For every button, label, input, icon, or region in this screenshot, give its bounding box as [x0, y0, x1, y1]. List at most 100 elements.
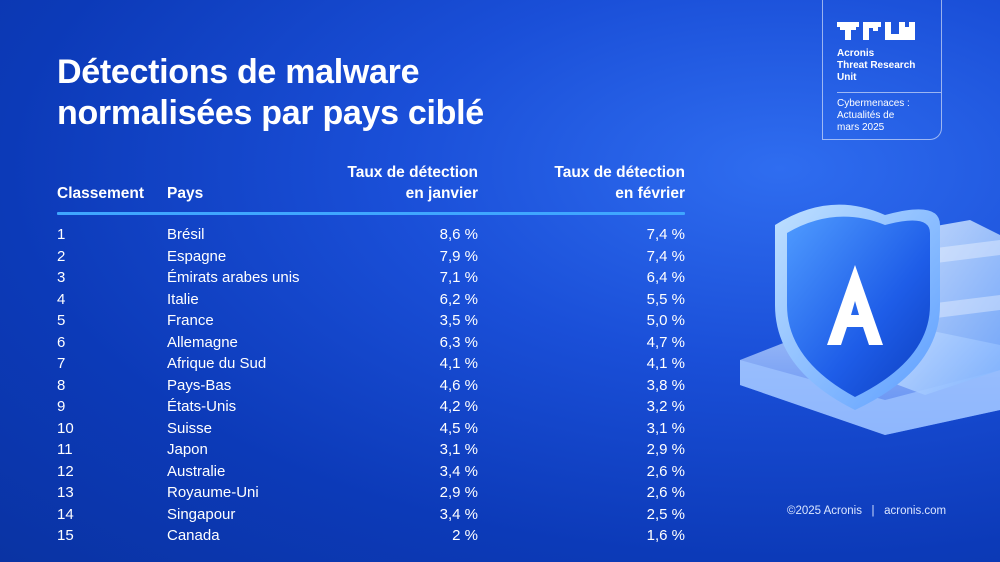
cell-rank: 6	[57, 333, 66, 351]
table-row: 5 France 3,5 % 5,0 %	[57, 310, 685, 332]
table-header: Classement Pays Taux de détection en jan…	[57, 160, 685, 212]
table-row: 12 Australie 3,4 % 2,6 %	[57, 461, 685, 483]
table-row: 3 Émirats arabes unis 7,1 % 6,4 %	[57, 267, 685, 289]
report-line-2: Actualités de	[837, 110, 895, 121]
table-row: 10 Suisse 4,5 % 3,1 %	[57, 418, 685, 440]
cell-february: 7,4 %	[646, 226, 685, 243]
org-line-3: Unit	[837, 72, 857, 83]
cell-rank: 3	[57, 269, 66, 286]
cell-january: 8,6 %	[439, 226, 478, 243]
cell-february: 4,1 %	[646, 355, 685, 372]
header-january-line-2: en janvier	[405, 185, 478, 202]
cell-february: 7,4 %	[646, 247, 685, 265]
cell-january: 4,6 %	[439, 376, 478, 394]
badge-divider	[837, 92, 941, 93]
header-january: Taux de détection en janvier	[347, 162, 478, 204]
cell-rank: 8	[57, 376, 66, 394]
cell-january: 4,1 %	[439, 355, 478, 372]
title-line-2: normalisées par pays ciblé	[57, 94, 484, 132]
cell-january: 4,5 %	[439, 419, 478, 437]
cell-january: 2,9 %	[439, 484, 478, 501]
title-line-1: Détections de malware	[57, 53, 420, 91]
cell-country: Pays-Bas	[167, 376, 232, 394]
cell-rank: 4	[57, 290, 66, 308]
cell-country: Émirats arabes unis	[167, 269, 300, 286]
cell-january: 3,4 %	[439, 462, 478, 480]
cell-country: Espagne	[167, 247, 227, 265]
table-row: 7 Afrique du Sud 4,1 % 4,1 %	[57, 353, 685, 375]
cell-country: Brésil	[167, 226, 205, 243]
cell-january: 7,1 %	[439, 269, 478, 286]
cell-rank: 5	[57, 312, 66, 329]
cell-january: 3,4 %	[439, 505, 478, 523]
cell-country: Afrique du Sud	[167, 355, 267, 372]
header-february: Taux de détection en février	[554, 162, 685, 204]
cell-january: 3,5 %	[439, 312, 478, 329]
table-row: 14 Singapour 3,4 % 2,5 %	[57, 504, 685, 526]
cell-country: États-Unis	[167, 398, 237, 415]
cell-february: 1,6 %	[646, 527, 685, 544]
cell-january: 6,2 %	[439, 290, 478, 308]
cell-january: 4,2 %	[439, 398, 478, 415]
cell-rank: 10	[57, 419, 74, 437]
cell-rank: 2	[57, 247, 66, 265]
cell-rank: 11	[57, 441, 73, 458]
cell-february: 5,0 %	[646, 312, 685, 329]
table-row: 1 Brésil 8,6 % 7,4 %	[57, 224, 685, 246]
tru-badge: Acronis Threat Research Unit Cybermenace…	[822, 0, 942, 140]
cell-january: 2 %	[452, 527, 478, 544]
page-title: Détections de malware normalisées par pa…	[57, 52, 577, 134]
cell-country: Allemagne	[167, 333, 238, 351]
cell-country: France	[167, 312, 214, 329]
header-country: Pays	[167, 185, 204, 202]
cell-rank: 7	[57, 355, 66, 372]
cell-rank: 15	[57, 527, 74, 544]
cell-country: Suisse	[167, 419, 213, 437]
org-line-1: Acronis	[837, 48, 875, 59]
cell-february: 2,6 %	[646, 484, 685, 501]
cell-country: Singapour	[167, 505, 236, 523]
table-row: 4 Italie 6,2 % 5,5 %	[57, 289, 685, 311]
cell-country: Italie	[167, 290, 199, 308]
cell-february: 2,6 %	[646, 462, 685, 480]
header-january-line-1: Taux de détection	[347, 164, 478, 181]
cell-february: 6,4 %	[646, 269, 685, 286]
table-row: 15 Canada 2 % 1,6 %	[57, 525, 685, 547]
header-rank: Classement	[57, 185, 145, 202]
header-february-line-2: en février	[615, 185, 685, 202]
org-line-2: Threat Research	[837, 60, 916, 71]
table-row: 9 États-Unis 4,2 % 3,2 %	[57, 396, 685, 418]
cell-february: 5,5 %	[646, 290, 685, 308]
footer-copyright: ©2025 Acronis | acronis.com	[787, 505, 947, 517]
cell-february: 3,1 %	[646, 419, 685, 437]
org-name: Acronis Threat Research Unit	[837, 48, 915, 84]
cell-february: 3,8 %	[646, 376, 685, 394]
table-body: 1 Brésil 8,6 % 7,4 % 2 Espagne 7,9 % 7,4 % 3 Émir…	[57, 224, 685, 547]
cell-rank: 1	[57, 226, 66, 243]
table-row: 8 Pays-Bas 4,6 % 3,8 %	[57, 375, 685, 397]
table-row: 6 Allemagne 6,3 % 4,7 %	[57, 332, 685, 354]
cell-country: Royaume-Uni	[167, 484, 259, 501]
header-february-line-1: Taux de détection	[554, 164, 685, 181]
report-name: Cybermenaces : Actualités de mars 2025	[837, 98, 910, 134]
tru-logo-icon	[837, 22, 915, 45]
table-row: 2 Espagne 7,9 % 7,4 %	[57, 246, 685, 268]
acronis-shield-icon: A	[735, 195, 1000, 440]
cell-country: Japon	[167, 441, 208, 458]
cell-rank: 9	[57, 398, 66, 415]
header-divider	[57, 212, 685, 215]
cell-january: 6,3 %	[439, 333, 478, 351]
cell-country: Australie	[167, 462, 226, 480]
cell-rank: 12	[57, 462, 74, 480]
detection-table: Classement Pays Taux de détection en jan…	[57, 160, 685, 547]
cell-rank: 14	[57, 505, 74, 523]
cell-country: Canada	[167, 527, 220, 544]
table-row: 13 Royaume-Uni 2,9 % 2,6 %	[57, 482, 685, 504]
report-line-3: mars 2025	[837, 122, 885, 133]
cell-february: 2,5 %	[646, 505, 685, 523]
cell-february: 3,2 %	[646, 398, 685, 415]
cell-january: 7,9 %	[439, 247, 478, 265]
cell-february: 2,9 %	[646, 441, 685, 458]
cell-rank: 13	[57, 484, 74, 501]
cell-january: 3,1 %	[439, 441, 478, 458]
